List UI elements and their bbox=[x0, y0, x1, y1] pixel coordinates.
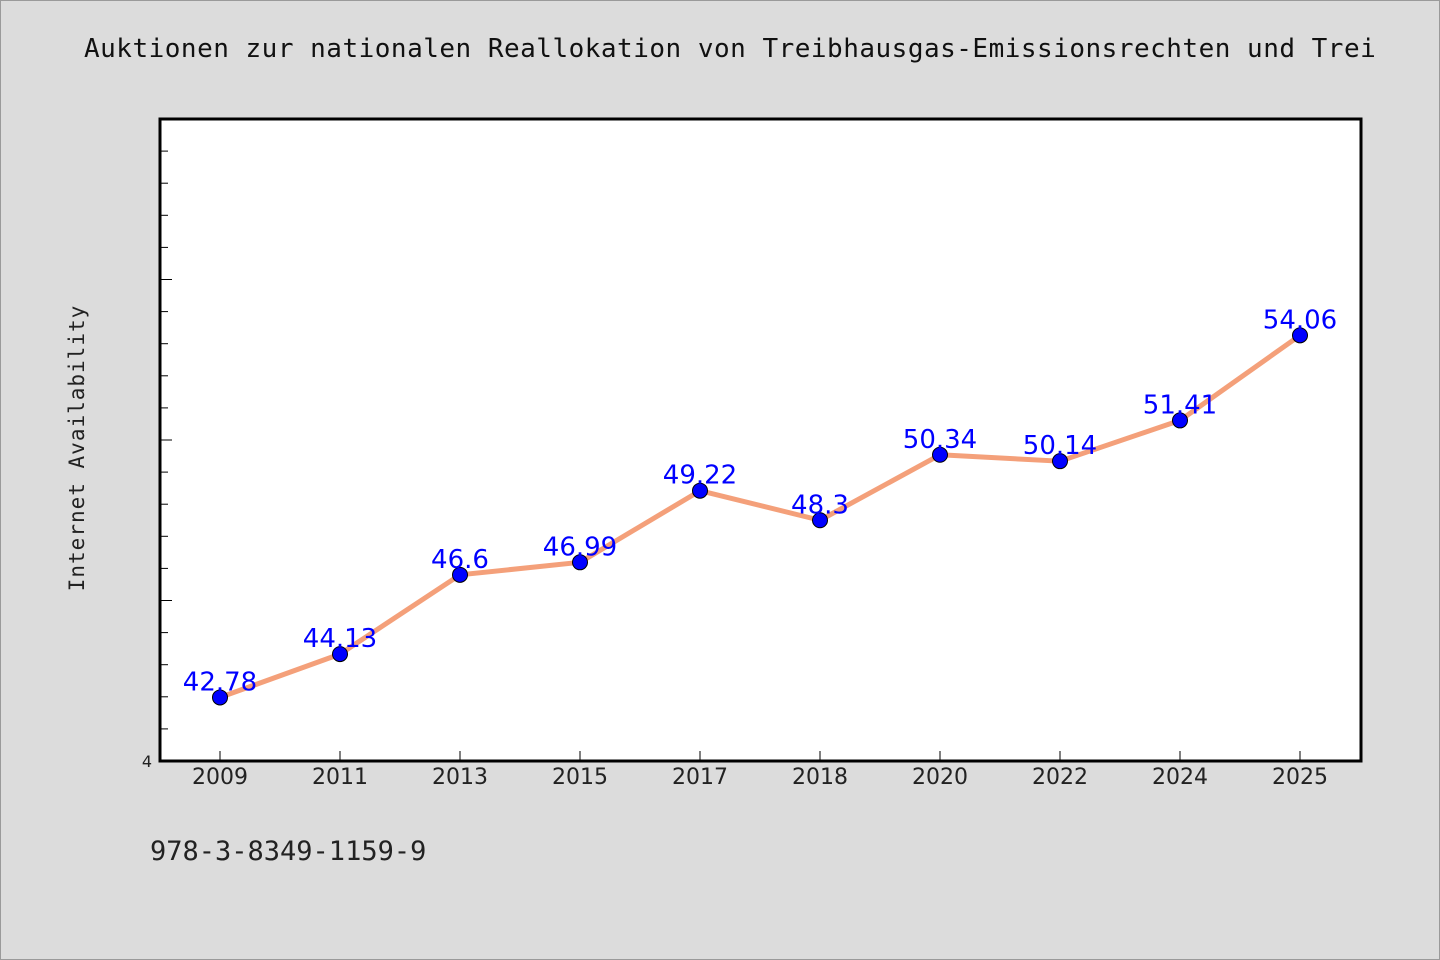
y-min-label: 4 bbox=[142, 752, 152, 771]
data-point bbox=[812, 512, 828, 529]
data-label: 46.99 bbox=[543, 532, 617, 562]
x-tick-label: 2024 bbox=[1152, 765, 1208, 790]
data-point bbox=[1172, 412, 1188, 429]
data-label: 54.06 bbox=[1263, 305, 1337, 335]
x-tick-label: 2025 bbox=[1272, 765, 1328, 790]
data-label: 44.13 bbox=[303, 624, 377, 654]
series-markers bbox=[212, 327, 1308, 706]
data-label: 51.41 bbox=[1143, 390, 1217, 420]
x-tick-label: 2020 bbox=[912, 765, 968, 790]
data-point bbox=[332, 646, 348, 663]
data-label: 50.14 bbox=[1023, 431, 1097, 461]
x-tick-label: 2015 bbox=[552, 765, 608, 790]
data-label: 50.34 bbox=[903, 425, 977, 455]
series-line bbox=[219, 333, 1302, 700]
x-tick-label: 2009 bbox=[192, 765, 248, 790]
data-label: 42.78 bbox=[183, 667, 257, 697]
data-point bbox=[212, 689, 228, 706]
data-label: 46.6 bbox=[431, 545, 489, 575]
plot-area bbox=[158, 117, 1363, 763]
data-point bbox=[1052, 453, 1068, 470]
chart-title: Auktionen zur nationalen Reallokation vo… bbox=[84, 34, 1377, 64]
data-labels: 42.78 44.13 46.6 46.99 49.22 48.3 50.34 50.14 51… bbox=[183, 305, 1337, 697]
x-tick-label: 2018 bbox=[792, 765, 848, 790]
data-point bbox=[1292, 327, 1308, 344]
x-tick-label: 2011 bbox=[312, 765, 368, 790]
y-axis-ticks bbox=[160, 150, 172, 762]
x-axis-ticks: 2009 2011 2013 2015 2017 2018 2020 2022 2024 2025 bbox=[192, 751, 1328, 790]
data-label: 49.22 bbox=[663, 461, 737, 491]
data-point bbox=[452, 566, 468, 583]
x-tick-label: 2022 bbox=[1032, 765, 1088, 790]
x-tick-label: 2017 bbox=[672, 765, 728, 790]
data-point bbox=[932, 446, 948, 463]
footer-text: 978-3-8349-1159-9 bbox=[150, 836, 427, 867]
data-label: 48.3 bbox=[791, 490, 849, 520]
data-point bbox=[572, 554, 588, 571]
x-tick-label: 2013 bbox=[432, 765, 488, 790]
data-point bbox=[692, 482, 708, 499]
